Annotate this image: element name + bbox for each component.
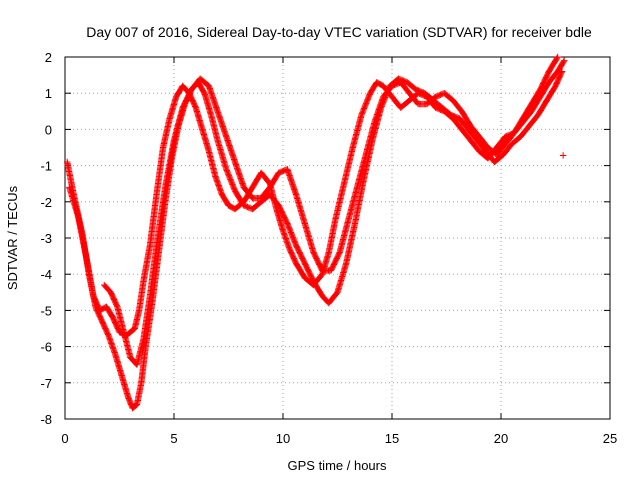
x-tick-label: 10: [276, 431, 290, 446]
y-tick-label: -5: [40, 303, 52, 318]
gridlines: [65, 57, 610, 419]
y-axis-label: SDTVAR / TECUs: [5, 185, 20, 290]
y-tick-label: -1: [40, 159, 52, 174]
isolated-point-point: [559, 152, 567, 159]
y-tick-label: -2: [40, 195, 52, 210]
y-tick-label: -8: [40, 412, 52, 427]
plot-frame: [64, 56, 611, 420]
x-axis-label: GPS time / hours: [288, 458, 387, 473]
x-tick-label: 25: [603, 431, 617, 446]
data-points: [63, 53, 568, 412]
chart-title: Day 007 of 2016, Sidereal Day-to-day VTE…: [86, 24, 592, 40]
track-3-point: [553, 54, 561, 62]
y-tick-label: -7: [40, 376, 52, 391]
track-1-point: [560, 58, 567, 65]
y-tick-label: -6: [40, 340, 52, 355]
x-tick-label: 15: [385, 431, 399, 446]
track-2-point: [558, 68, 566, 75]
y-tick-label: 1: [45, 86, 52, 101]
y-tick-label: -3: [40, 231, 52, 246]
y-tick-label: -4: [40, 267, 52, 282]
x-tick-label: 0: [61, 431, 68, 446]
track-2-point: [558, 69, 565, 76]
y-tick-label: 0: [45, 122, 52, 137]
track-1-point: [561, 57, 568, 64]
track-3-point: [554, 53, 561, 61]
x-tick-label: 20: [494, 431, 508, 446]
y-tick-label: 2: [45, 50, 52, 65]
x-tick-label: 5: [170, 431, 177, 446]
